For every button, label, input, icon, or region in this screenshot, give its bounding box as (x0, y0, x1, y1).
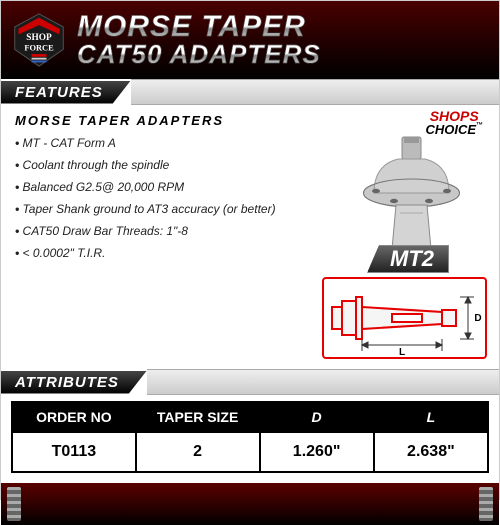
logo-text-bottom: FORCE (24, 43, 54, 52)
shops-choice-badge: SHOPS CHOICE™ (425, 111, 483, 136)
col-l: L (374, 402, 488, 432)
product-label: MT2 (367, 245, 449, 273)
features-subheading: MORSE TAPER ADAPTERS (15, 113, 485, 128)
table-header-row: ORDER NO TAPER SIZE D L (12, 402, 488, 432)
cell-order-no: T0113 (12, 432, 136, 472)
header-bar: SHOP FORCE MORSE TAPER CAT50 ADAPTERS (1, 1, 499, 79)
logo-text-top: SHOP (26, 33, 52, 43)
attributes-table-wrap: ORDER NO TAPER SIZE D L T0113 2 1.260" 2… (1, 395, 499, 473)
dim-l-label: L (399, 347, 405, 358)
product-photo (354, 135, 469, 255)
dim-d-label: D (474, 313, 481, 324)
attributes-bar: ATTRIBUTES (1, 369, 499, 395)
attributes-table: ORDER NO TAPER SIZE D L T0113 2 1.260" 2… (11, 401, 489, 473)
dimension-diagram: L D (322, 277, 487, 359)
features-bar: FEATURES (1, 79, 499, 105)
shop-force-logo: SHOP FORCE (11, 12, 67, 68)
features-content: MORSE TAPER ADAPTERS MT - CAT Form A Coo… (1, 105, 499, 369)
cell-d: 1.260" (260, 432, 374, 472)
title-line2: CAT50 ADAPTERS (77, 42, 489, 67)
features-label: FEATURES (1, 81, 131, 104)
title-block: MORSE TAPER CAT50 ADAPTERS (77, 13, 489, 66)
cell-taper-size: 2 (136, 432, 260, 472)
col-d: D (260, 402, 374, 432)
footer-bar (1, 483, 499, 525)
badge-tm: ™ (476, 122, 483, 129)
col-order-no: ORDER NO (12, 402, 136, 432)
cell-l: 2.638" (374, 432, 488, 472)
table-row: T0113 2 1.260" 2.638" (12, 432, 488, 472)
title-line1: MORSE TAPER (77, 13, 489, 42)
col-taper-size: TAPER SIZE (136, 402, 260, 432)
attributes-label: ATTRIBUTES (1, 371, 147, 394)
